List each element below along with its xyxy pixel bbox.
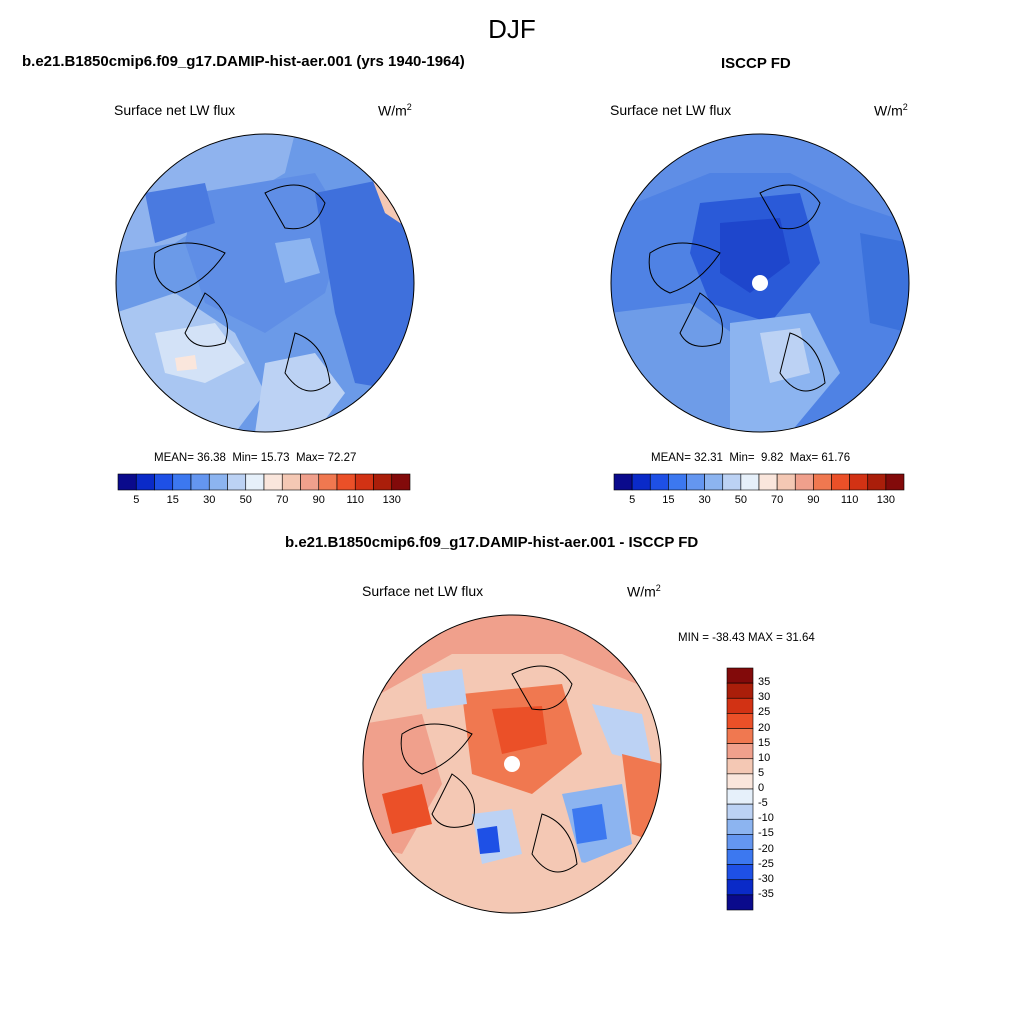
- panel2-variable-label: Surface net LW flux: [610, 102, 732, 118]
- colorbar-tick-label: 110: [840, 494, 859, 506]
- colorbar-swatch: [758, 473, 778, 491]
- panel2-colorbar: [613, 473, 905, 491]
- figure-title: DJF: [488, 14, 536, 44]
- colorbar-tick-label: 5: [629, 494, 636, 506]
- colorbar-tick-label: -15: [758, 827, 774, 840]
- colorbar-swatch: [300, 473, 320, 491]
- colorbar-swatch: [135, 473, 155, 491]
- panel1-stats: MEAN= 36.38 Min= 15.73 Max= 72.27: [154, 452, 357, 464]
- colorbar-swatch: [726, 773, 754, 790]
- colorbar-swatch: [726, 682, 754, 699]
- colorbar-tick-label: 15: [758, 736, 771, 749]
- panel1-title: b.e21.B1850cmip6.f09_g17.DAMIP-hist-aer.…: [22, 53, 465, 70]
- colorbar-tick-label: 35: [758, 676, 771, 689]
- panel2-units: W/m2: [874, 102, 908, 119]
- panel3-colorbar: [726, 667, 754, 911]
- colorbar-tick-label: 25: [758, 706, 771, 719]
- colorbar-swatch: [885, 473, 905, 491]
- colorbar-tick-label: 30: [758, 691, 771, 704]
- colorbar-swatch: [726, 834, 754, 850]
- colorbar-tick-label: -10: [758, 812, 774, 825]
- panel2-title: ISCCP FD: [721, 55, 791, 72]
- colorbar-swatch: [726, 864, 754, 881]
- colorbar-tick-label: -35: [758, 887, 774, 900]
- colorbar-swatch: [391, 473, 411, 491]
- colorbar-swatch: [154, 473, 174, 491]
- colorbar-tick-label: 30: [698, 494, 711, 506]
- colorbar-swatch: [208, 473, 228, 491]
- colorbar-swatch: [704, 473, 724, 491]
- colorbar-tick-label: -5: [758, 797, 768, 810]
- colorbar-swatch: [726, 879, 754, 896]
- panel3-stats: MIN = -38.43 MAX = 31.64: [678, 632, 815, 644]
- colorbar-tick-label: 5: [133, 494, 140, 506]
- panel1-units: W/m2: [378, 102, 412, 119]
- colorbar-swatch: [726, 713, 754, 729]
- colorbar-swatch: [740, 473, 760, 491]
- colorbar-tick-label: 30: [203, 494, 216, 506]
- colorbar-tick-label: 5: [758, 766, 765, 779]
- colorbar-swatch: [831, 473, 850, 491]
- colorbar-swatch: [373, 473, 393, 491]
- panel3-title: b.e21.B1850cmip6.f09_g17.DAMIP-hist-aer.…: [285, 534, 699, 551]
- colorbar-swatch: [190, 473, 210, 491]
- colorbar-tick-label: 50: [734, 494, 747, 506]
- colorbar-tick-label: 0: [758, 782, 765, 794]
- colorbar-swatch: [263, 473, 283, 491]
- colorbar-swatch: [726, 818, 754, 835]
- colorbar-swatch: [117, 473, 137, 491]
- panel3-polar-map: [362, 614, 662, 914]
- colorbar-swatch: [354, 473, 374, 491]
- colorbar-tick-label: 10: [758, 751, 771, 764]
- colorbar-swatch: [726, 728, 754, 744]
- colorbar-swatch: [318, 473, 338, 491]
- colorbar-tick-label: 130: [382, 494, 401, 506]
- colorbar-swatch: [726, 697, 754, 714]
- panel3-variable-label: Surface net LW flux: [362, 583, 484, 599]
- colorbar-tick-label: 130: [876, 494, 896, 506]
- panel1-colorbar: [117, 473, 411, 491]
- colorbar-swatch: [245, 473, 265, 491]
- colorbar-swatch: [668, 473, 687, 491]
- colorbar-tick-label: 90: [807, 494, 820, 506]
- colorbar-swatch: [631, 473, 651, 491]
- colorbar-swatch: [686, 473, 705, 491]
- colorbar-swatch: [726, 667, 754, 684]
- colorbar-tick-label: -30: [758, 872, 774, 885]
- colorbar-swatch: [649, 473, 669, 491]
- colorbar-swatch: [336, 473, 356, 491]
- colorbar-swatch: [776, 473, 796, 491]
- colorbar-swatch: [726, 849, 754, 865]
- colorbar-swatch: [726, 788, 754, 805]
- colorbar-swatch: [726, 758, 754, 775]
- colorbar-tick-label: 20: [758, 721, 771, 734]
- panel2-stats: MEAN= 32.31 Min= 9.82 Max= 61.76: [651, 452, 851, 464]
- colorbar-tick-label: 110: [346, 494, 365, 506]
- colorbar-swatch: [726, 743, 754, 760]
- panel3-units: W/m2: [627, 583, 661, 600]
- panel1-polar-map: [115, 133, 415, 433]
- colorbar-swatch: [813, 473, 832, 491]
- colorbar-tick-label: -25: [758, 857, 774, 870]
- colorbar-tick-label: 90: [312, 494, 325, 506]
- colorbar-tick-label: 70: [276, 494, 289, 506]
- colorbar-swatch: [726, 894, 754, 911]
- colorbar-swatch: [722, 473, 742, 491]
- colorbar-swatch: [281, 473, 301, 491]
- colorbar-swatch: [849, 473, 869, 491]
- colorbar-swatch: [794, 473, 814, 491]
- panel1-variable-label: Surface net LW flux: [114, 102, 236, 118]
- colorbar-tick-label: 50: [239, 494, 252, 506]
- colorbar-swatch: [227, 473, 247, 491]
- panel2-polar-map: [610, 133, 910, 433]
- colorbar-swatch: [867, 473, 887, 491]
- colorbar-tick-label: 15: [166, 494, 179, 506]
- colorbar-swatch: [726, 803, 754, 820]
- colorbar-swatch: [172, 473, 192, 491]
- colorbar-tick-label: 70: [771, 494, 784, 506]
- colorbar-tick-label: -20: [758, 842, 774, 855]
- colorbar-tick-label: 15: [662, 494, 675, 506]
- colorbar-swatch: [613, 473, 633, 491]
